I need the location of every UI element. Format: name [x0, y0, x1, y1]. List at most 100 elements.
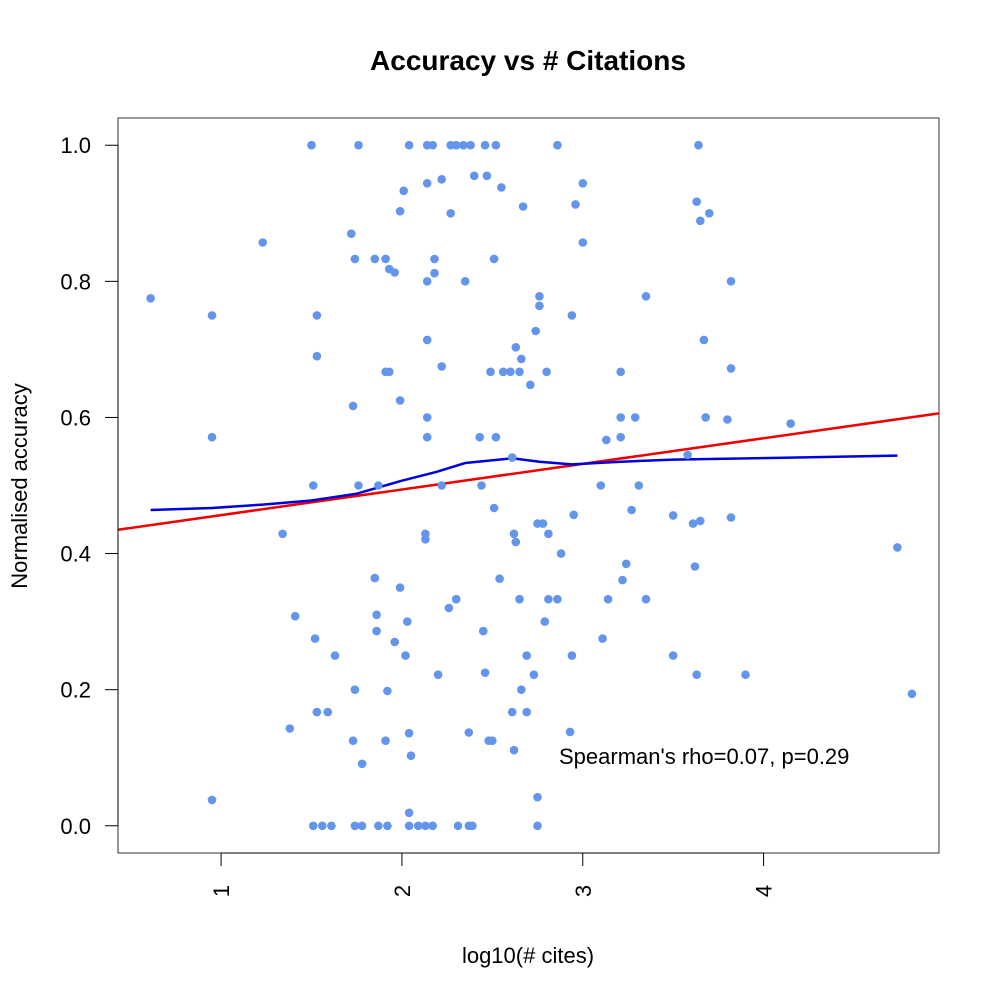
data-point	[464, 728, 474, 737]
data-point	[437, 175, 447, 184]
data-point	[401, 651, 410, 660]
data-point	[627, 505, 636, 515]
data-point	[692, 197, 701, 206]
data-point	[372, 610, 381, 620]
y-tick-label: 0.0	[60, 814, 91, 839]
data-point	[540, 617, 550, 626]
data-point	[507, 453, 517, 462]
data-point	[705, 209, 714, 218]
data-point	[258, 238, 268, 247]
data-point	[370, 573, 380, 583]
data-point	[404, 808, 414, 818]
data-point	[309, 821, 318, 831]
data-point	[460, 277, 470, 286]
data-point	[312, 707, 322, 717]
data-point	[381, 736, 390, 745]
data-point	[641, 292, 651, 301]
data-point	[482, 171, 492, 181]
data-point	[357, 821, 367, 831]
fit-lines	[117, 412, 940, 531]
data-point	[578, 238, 588, 247]
data-point	[309, 481, 318, 490]
data-point	[571, 200, 580, 209]
data-point	[486, 367, 495, 377]
data-point	[404, 728, 414, 738]
data-point	[390, 268, 400, 277]
plot-area-frame	[117, 117, 940, 854]
data-point	[310, 634, 320, 643]
data-point	[428, 140, 438, 150]
data-point	[553, 140, 562, 150]
data-point	[374, 821, 383, 831]
data-point	[511, 343, 521, 352]
x-tick-label: 2	[390, 885, 415, 897]
data-point	[422, 432, 432, 442]
data-point	[515, 367, 524, 377]
data-point	[556, 549, 566, 558]
data-point	[522, 707, 531, 717]
y-axis-label: Normalised accuracy	[7, 383, 32, 588]
data-point	[422, 413, 432, 422]
data-point	[489, 254, 499, 264]
data-point	[726, 277, 736, 286]
data-point	[893, 543, 902, 552]
data-point	[683, 450, 692, 460]
data-point	[444, 603, 454, 613]
data-point	[701, 413, 710, 422]
data-point	[634, 481, 644, 490]
data-point	[430, 268, 439, 278]
data-point	[323, 707, 333, 717]
data-point	[422, 335, 432, 345]
data-point	[312, 351, 322, 361]
data-point	[741, 670, 750, 679]
data-point	[475, 432, 485, 442]
data-point	[529, 670, 539, 679]
data-point	[437, 481, 447, 490]
data-point	[446, 209, 456, 218]
data-point	[459, 140, 468, 150]
data-point	[598, 634, 607, 643]
data-point	[350, 254, 360, 264]
data-point	[422, 179, 432, 188]
data-point	[395, 396, 405, 405]
data-point	[533, 792, 542, 802]
data-point	[285, 724, 295, 733]
data-point	[468, 821, 477, 831]
data-point	[207, 795, 217, 805]
data-point	[399, 186, 409, 196]
data-point	[506, 367, 515, 377]
data-point	[641, 594, 651, 604]
data-point	[290, 611, 300, 621]
data-point	[616, 367, 625, 377]
data-point	[406, 751, 416, 760]
data-point	[694, 140, 703, 150]
data-point	[491, 140, 501, 150]
data-point	[307, 140, 316, 150]
data-point	[477, 481, 486, 490]
data-point	[509, 745, 519, 755]
data-point	[535, 292, 544, 301]
data-point	[621, 559, 631, 569]
data-point	[567, 651, 577, 660]
data-point	[395, 206, 405, 216]
data-point	[565, 727, 575, 737]
data-point	[480, 668, 490, 677]
chart-title: Accuracy vs # Citations	[370, 45, 686, 76]
data-point	[569, 510, 578, 520]
data-point	[603, 594, 613, 604]
data-point	[469, 171, 479, 181]
data-point	[696, 516, 705, 526]
data-point	[413, 821, 423, 831]
data-point	[390, 637, 400, 647]
data-point	[515, 594, 524, 604]
y-tick-label: 0.6	[60, 405, 91, 430]
data-point	[489, 503, 499, 513]
data-point	[453, 821, 463, 831]
data-point	[451, 140, 461, 150]
data-point	[404, 140, 414, 150]
data-point	[437, 362, 447, 371]
data-point	[668, 511, 678, 520]
data-point	[403, 617, 412, 626]
data-point	[404, 821, 414, 831]
